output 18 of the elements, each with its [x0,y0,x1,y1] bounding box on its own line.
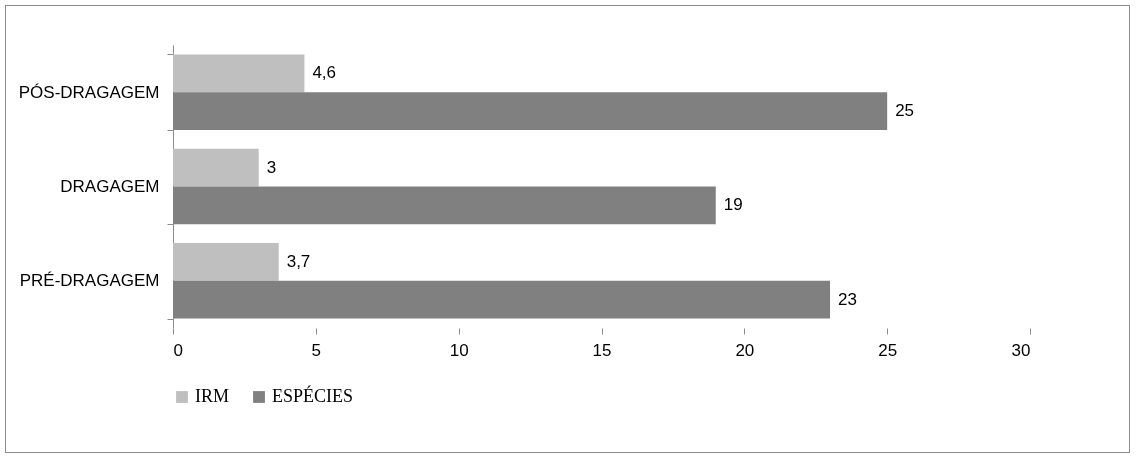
x-tick-label: 20 [735,340,755,360]
x-tick-label: 0 [173,340,183,360]
y-tick-label: PRÉ-DRAGAGEM [19,271,160,291]
legend-label: IRM [195,386,230,406]
data-label: 23 [838,289,857,309]
y-tick-label: PÓS-DRAGAGEM [18,82,160,102]
data-label: 3 [266,157,277,177]
x-tick-label: 10 [449,340,469,360]
data-label: 4,6 [312,63,337,83]
x-tick-label: 30 [1011,340,1031,360]
data-label: 3,7 [286,251,311,271]
x-tick-label: 25 [878,340,898,360]
y-tick-label: DRAGAGEM [60,177,160,196]
x-tick-label: 5 [311,340,322,360]
data-label: 19 [723,195,743,215]
legend-label: ESPÉCIES [272,385,354,406]
data-label: 25 [895,101,915,121]
x-tick-label: 15 [592,340,612,360]
